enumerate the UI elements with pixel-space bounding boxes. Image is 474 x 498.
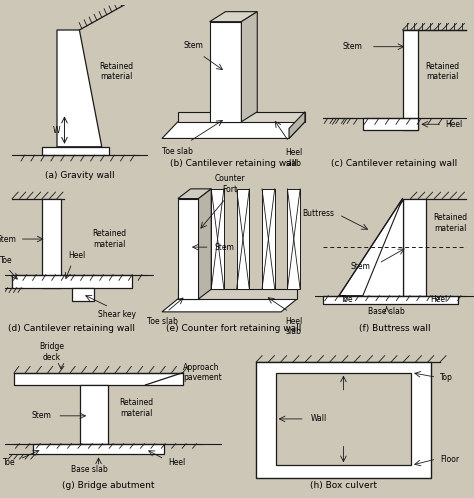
Polygon shape bbox=[162, 122, 305, 138]
Text: Base slab: Base slab bbox=[368, 307, 405, 316]
Text: Retained
material: Retained material bbox=[425, 62, 459, 81]
Text: Stem: Stem bbox=[0, 235, 17, 244]
Text: Heel: Heel bbox=[430, 295, 447, 304]
Text: Retained
material: Retained material bbox=[433, 213, 467, 233]
Text: Base slab: Base slab bbox=[71, 465, 108, 475]
Text: Heel
slab: Heel slab bbox=[285, 148, 302, 168]
Text: Stem: Stem bbox=[32, 411, 52, 420]
Polygon shape bbox=[178, 112, 305, 122]
Polygon shape bbox=[402, 30, 419, 130]
Text: Stem: Stem bbox=[184, 41, 204, 50]
Text: Heel: Heel bbox=[168, 458, 185, 467]
Text: Stem: Stem bbox=[351, 262, 371, 271]
Text: Retained
material: Retained material bbox=[119, 398, 153, 418]
Text: Shear key: Shear key bbox=[98, 310, 136, 319]
Text: Heel
slab: Heel slab bbox=[285, 317, 302, 336]
Polygon shape bbox=[162, 299, 297, 312]
Polygon shape bbox=[210, 11, 257, 21]
Text: Stem: Stem bbox=[343, 42, 363, 51]
Text: (d) Cantilever retaining wall: (d) Cantilever retaining wall bbox=[9, 324, 136, 333]
Text: Bridge
deck: Bridge deck bbox=[39, 343, 64, 362]
Polygon shape bbox=[339, 199, 402, 296]
Polygon shape bbox=[241, 11, 257, 122]
Polygon shape bbox=[33, 444, 164, 454]
Polygon shape bbox=[276, 373, 411, 465]
Polygon shape bbox=[80, 385, 108, 444]
Text: Top: Top bbox=[440, 373, 453, 382]
Polygon shape bbox=[287, 189, 300, 289]
Polygon shape bbox=[262, 189, 275, 289]
Text: Stem: Stem bbox=[214, 243, 234, 251]
Polygon shape bbox=[323, 296, 458, 304]
Text: (e) Counter fort retaining wall: (e) Counter fort retaining wall bbox=[166, 324, 301, 333]
Polygon shape bbox=[14, 373, 183, 385]
Text: (g) Bridge abutment: (g) Bridge abutment bbox=[62, 481, 154, 490]
Text: W: W bbox=[53, 125, 61, 134]
Polygon shape bbox=[211, 189, 224, 289]
Text: Retained
material: Retained material bbox=[92, 230, 126, 249]
Text: Retained
material: Retained material bbox=[100, 62, 134, 81]
Polygon shape bbox=[199, 189, 211, 299]
Polygon shape bbox=[42, 199, 62, 287]
Text: Toe slab: Toe slab bbox=[163, 147, 193, 156]
Text: Heel: Heel bbox=[68, 251, 85, 260]
Text: Approach
pavement: Approach pavement bbox=[183, 363, 222, 382]
Polygon shape bbox=[178, 199, 199, 299]
Text: (b) Cantilever retaining wall: (b) Cantilever retaining wall bbox=[170, 159, 297, 168]
Text: Buttress: Buttress bbox=[302, 209, 334, 218]
Polygon shape bbox=[402, 199, 427, 296]
Text: (f) Buttress wall: (f) Buttress wall bbox=[359, 324, 430, 333]
Polygon shape bbox=[178, 289, 297, 299]
Polygon shape bbox=[256, 362, 430, 478]
Polygon shape bbox=[210, 21, 241, 122]
Text: Toe slab: Toe slab bbox=[146, 317, 177, 326]
Polygon shape bbox=[12, 275, 132, 287]
Polygon shape bbox=[363, 119, 419, 130]
Text: (h) Box culvert: (h) Box culvert bbox=[310, 481, 377, 490]
Text: (c) Cantilever retaining wall: (c) Cantilever retaining wall bbox=[331, 159, 458, 168]
Text: (a) Gravity wall: (a) Gravity wall bbox=[45, 171, 114, 180]
Polygon shape bbox=[339, 199, 402, 296]
Text: Toe: Toe bbox=[341, 295, 353, 304]
Polygon shape bbox=[57, 30, 102, 147]
Text: Counter
Fort: Counter Fort bbox=[215, 174, 246, 194]
Polygon shape bbox=[178, 189, 211, 199]
Text: Toe: Toe bbox=[3, 458, 16, 467]
Polygon shape bbox=[289, 112, 305, 138]
Text: Toe: Toe bbox=[0, 256, 12, 265]
Text: Heel: Heel bbox=[446, 120, 463, 129]
Polygon shape bbox=[237, 189, 249, 289]
Polygon shape bbox=[72, 287, 94, 300]
Text: Floor: Floor bbox=[440, 455, 459, 464]
Polygon shape bbox=[42, 147, 109, 155]
Text: Wall: Wall bbox=[310, 414, 327, 423]
